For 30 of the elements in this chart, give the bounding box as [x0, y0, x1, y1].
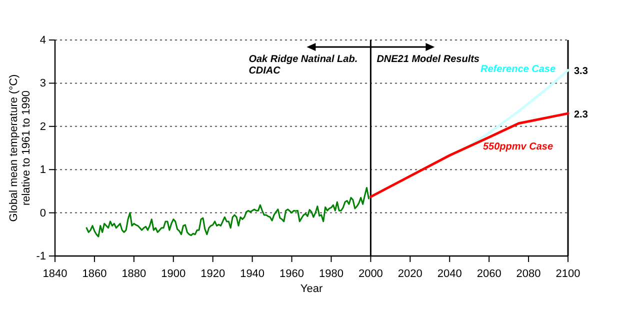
x-tick-label: 1980	[318, 268, 344, 280]
y-tick-label: 0	[40, 207, 46, 220]
y-axis-title: Global mean temperature (°C) relative to 1961 to 1990	[8, 74, 33, 222]
x-tick-label: 1880	[122, 268, 146, 280]
annotation: 2.3	[574, 109, 588, 120]
x-tick-label: 1960	[280, 268, 304, 280]
x-tick-label: 2040	[437, 268, 462, 280]
series-label: 550ppmv Case	[482, 141, 554, 152]
x-axis-title: Year	[300, 283, 323, 295]
y-tick-label: 2	[40, 120, 46, 133]
x-tick-label: 2100	[556, 268, 580, 280]
x-tick-label: 2080	[516, 268, 541, 280]
y-tick-label: 1	[40, 164, 46, 176]
x-tick-label: 1920	[200, 268, 226, 280]
x-tick-label: 1840	[42, 268, 68, 280]
x-tick-label: 1860	[82, 268, 107, 280]
annotation: Oak Ridge Natinal Lab. CDIAC	[248, 54, 358, 76]
x-tick-label: 2020	[398, 268, 422, 280]
line-series	[369, 112, 570, 198]
y-tick-label: 3	[40, 78, 46, 90]
series-label: Reference Case	[480, 64, 556, 76]
y-tick-label: -1	[36, 250, 46, 263]
annotation: 3.3	[574, 66, 588, 78]
x-tick-label: 1900	[161, 268, 186, 280]
x-tick-label: 2000	[358, 268, 383, 280]
line-series	[86, 186, 370, 238]
annotation: DNE21 Model Results	[376, 54, 480, 65]
x-tick-label: 1940	[240, 268, 265, 280]
x-tick-label: 2060	[476, 268, 502, 280]
y-tick-label: 4	[40, 34, 46, 47]
